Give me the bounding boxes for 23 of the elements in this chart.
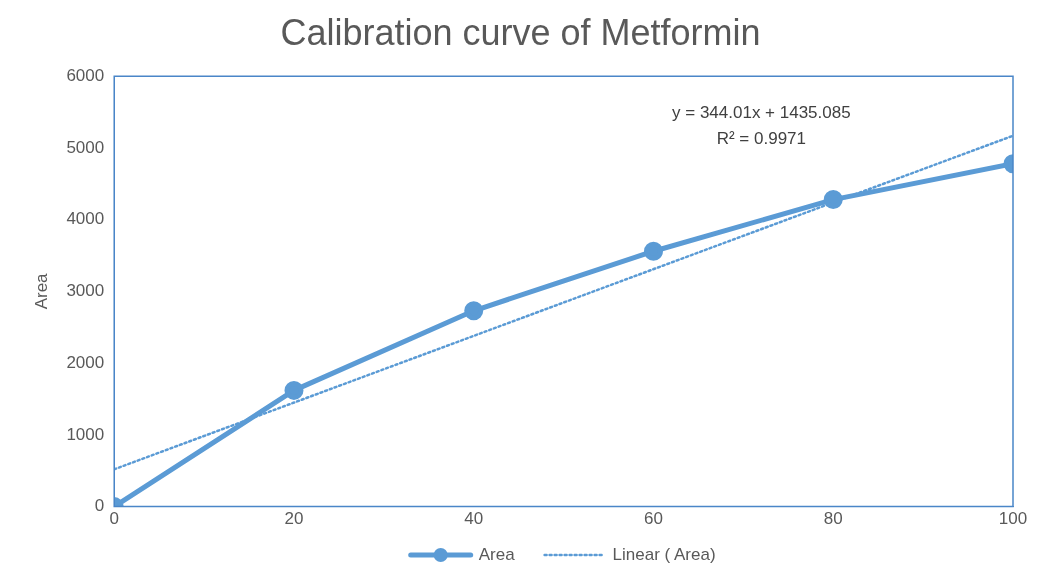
x-tick-label: 20 xyxy=(284,509,304,529)
point xyxy=(823,190,843,210)
y-tick-label: 1000 xyxy=(66,424,105,444)
y-tick-label: 6000 xyxy=(66,65,105,85)
x-tick-label: 40 xyxy=(464,509,484,529)
annotation: R² = 0.9971 xyxy=(716,129,806,149)
y-tick-label: 4000 xyxy=(66,209,105,229)
y-tick-label: 0 xyxy=(94,496,105,516)
legend-label: Area xyxy=(478,544,516,564)
y-tick-label: 5000 xyxy=(66,137,105,157)
y-axis-title: Area xyxy=(31,272,51,310)
x-tick-label: 100 xyxy=(998,509,1028,529)
chart-title: Calibration curve of Metformin xyxy=(280,11,761,53)
point xyxy=(464,301,484,321)
x-tick-label: 60 xyxy=(644,509,663,529)
y-tick-label: 2000 xyxy=(66,352,105,372)
x-tick-label: 80 xyxy=(823,509,843,529)
x-tick-label: 0 xyxy=(109,509,119,529)
point xyxy=(643,241,663,261)
legend-label: Linear ( Area) xyxy=(612,544,716,564)
y-tick-label: 3000 xyxy=(66,281,105,301)
annotation: y = 344.01x + 1435.085 xyxy=(672,103,851,123)
point xyxy=(284,380,304,400)
